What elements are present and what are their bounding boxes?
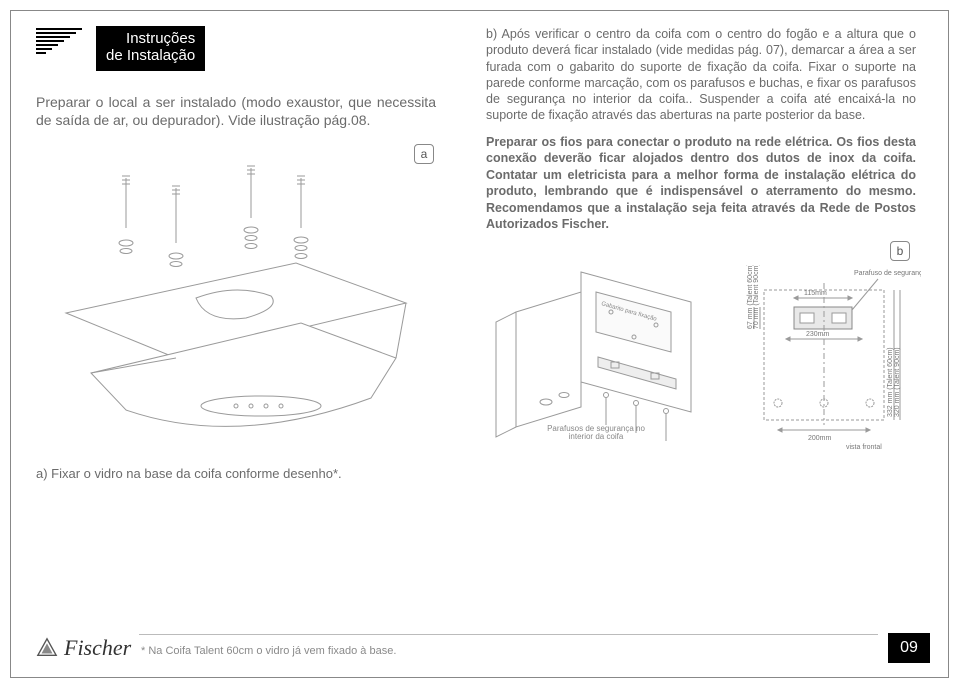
dim-v332: 332 mm (Talent 60cm)	[887, 347, 894, 417]
diagram-b: b	[486, 247, 916, 462]
badge-a: a	[414, 144, 434, 164]
caption-a: a) Fixar o vidro na base da coifa confor…	[36, 466, 436, 481]
footer-rule	[139, 634, 878, 635]
header-line2: de Instalação	[106, 47, 195, 64]
diagram-a: a	[36, 148, 436, 458]
brand: Fischer	[36, 635, 131, 661]
dim-v320: 320 mm (Talent 90cm)	[894, 347, 901, 417]
footnote: * Na Coifa Talent 60cm o vidro já vem fi…	[141, 645, 396, 657]
intro-text: Preparar o local a ser instalado (modo e…	[36, 93, 436, 131]
exploded-hood-illustration	[36, 148, 436, 458]
page: Instruções de Instalação Preparar o loca…	[10, 10, 949, 678]
dim-v70: 70 mm (Talent 90cm)	[753, 265, 760, 329]
parafuso-note: Parafuso de segurança	[854, 270, 921, 277]
right-paragraph-2: Preparar os fios para conectar o produto…	[486, 134, 916, 233]
badge-b: b	[890, 241, 910, 261]
iso-note: Parafusos de segurança no interior da co…	[541, 425, 651, 443]
left-column: Instruções de Instalação Preparar o loca…	[36, 26, 436, 481]
right-column: b) Após verificar o centro da coifa com …	[486, 26, 916, 462]
page-number: 09	[888, 633, 930, 663]
header-decor-lines	[36, 28, 84, 56]
dim-230: 230mm	[806, 331, 830, 338]
right-paragraph-1: b) Após verificar o centro da coifa com …	[486, 26, 916, 124]
dim-200: 200mm	[808, 435, 832, 442]
header-title-box: Instruções de Instalação	[96, 26, 205, 71]
header-line1: Instruções	[106, 30, 195, 47]
brand-name: Fischer	[64, 635, 131, 661]
front-view-dimensions: 115mm 230mm 200mm 67 mm (Talent 60cm) 70…	[746, 265, 921, 450]
vista-frontal: vista frontal	[846, 444, 882, 450]
brand-logo-icon	[36, 637, 58, 659]
dim-115: 115mm	[804, 290, 827, 297]
